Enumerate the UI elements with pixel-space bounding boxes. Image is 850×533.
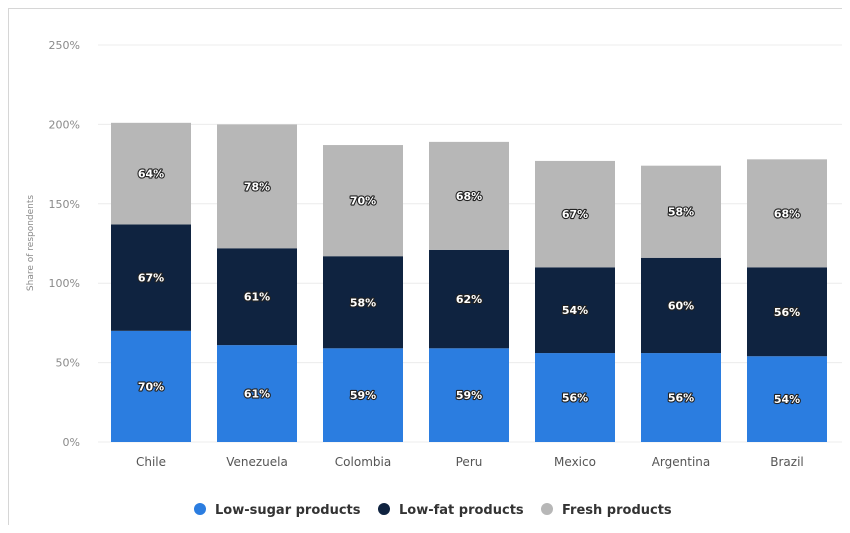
x-tick-label: Peru [456,455,483,469]
x-tick-label: Argentina [652,455,711,469]
data-label: 68% [456,190,482,203]
y-tick-label: 100% [49,277,80,290]
bar-layer [111,122,827,442]
data-label: 58% [668,206,694,219]
y-tick-label: 0% [63,436,80,449]
y-tick-label: 50% [56,357,80,370]
x-tick-label: Venezuela [226,455,288,469]
bar-segment [535,353,615,442]
x-tick-label: Colombia [335,455,391,469]
bar-segment [323,145,403,257]
data-label: 78% [244,180,270,193]
y-tick-label: 200% [49,118,80,131]
data-label: 54% [774,393,800,406]
bar-segment [429,249,509,349]
bar-segment [641,353,721,442]
data-label: 64% [138,168,164,181]
legend-marker [541,503,553,515]
data-label: 61% [244,388,270,401]
legend-item[interactable]: Fresh products [541,503,672,518]
data-label: 68% [774,207,800,220]
legend-item[interactable]: Low-sugar products [194,503,361,518]
bar-segment [323,348,403,442]
data-label: 59% [350,389,376,402]
bar-segment [747,267,827,357]
legend-label: Low-fat products [399,503,524,518]
data-label: 60% [668,299,694,312]
y-tick-label: 250% [49,39,80,52]
bar-segment [747,356,827,442]
data-label: 56% [668,392,694,405]
bar-segment [747,159,827,268]
bar-segment [535,267,615,354]
data-label: 61% [244,291,270,304]
data-label-layer: 70% 67% 64% 61% 61% 78% 59% 58% 70% 59% 62% 68% 56% 5… [137,167,802,408]
bar-segment [111,122,191,225]
bar-segment [323,256,403,349]
axis-layer: 0% 50% 100% 150% 200% 250% Chile Venezuela Colom… [49,39,804,469]
y-axis-title: Share of respondents [26,195,36,292]
data-label: 67% [138,272,164,285]
data-label: 70% [350,195,376,208]
data-label: 56% [562,392,588,405]
y-tick-label: 150% [49,198,80,211]
data-label: 70% [138,380,164,393]
bar-segment [641,257,721,354]
bar-segment [429,348,509,442]
x-tick-label: Chile [136,455,166,469]
bar-segment [429,141,509,250]
bar-segment [111,330,191,442]
x-tick-label: Mexico [554,455,596,469]
legend-label: Fresh products [562,503,672,518]
bar-segment [217,345,297,442]
data-label: 56% [774,306,800,319]
data-label: 62% [456,293,482,306]
data-label: 58% [350,296,376,309]
x-tick-label: Brazil [770,455,804,469]
bar-segment [641,165,721,258]
data-label: 59% [456,389,482,402]
legend-item[interactable]: Low-fat products [378,503,524,518]
data-label: 67% [562,208,588,221]
legend-label: Low-sugar products [215,503,361,518]
legend-marker [194,503,206,515]
bar-segment [111,224,191,331]
data-label: 54% [562,304,588,317]
bar-segment [217,124,297,249]
bar-segment [535,160,615,268]
legend[interactable]: Low-sugar products Low-fat products Fresh … [194,503,672,518]
legend-marker [378,503,390,515]
bar-segment [217,248,297,346]
